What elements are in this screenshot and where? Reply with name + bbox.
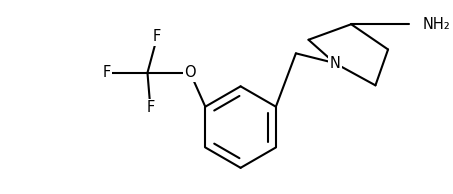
Text: NH₂: NH₂ <box>423 17 451 32</box>
Text: F: F <box>153 29 161 44</box>
Text: N: N <box>329 55 340 71</box>
Text: F: F <box>102 65 111 80</box>
Text: F: F <box>146 100 154 115</box>
Text: O: O <box>184 65 196 80</box>
